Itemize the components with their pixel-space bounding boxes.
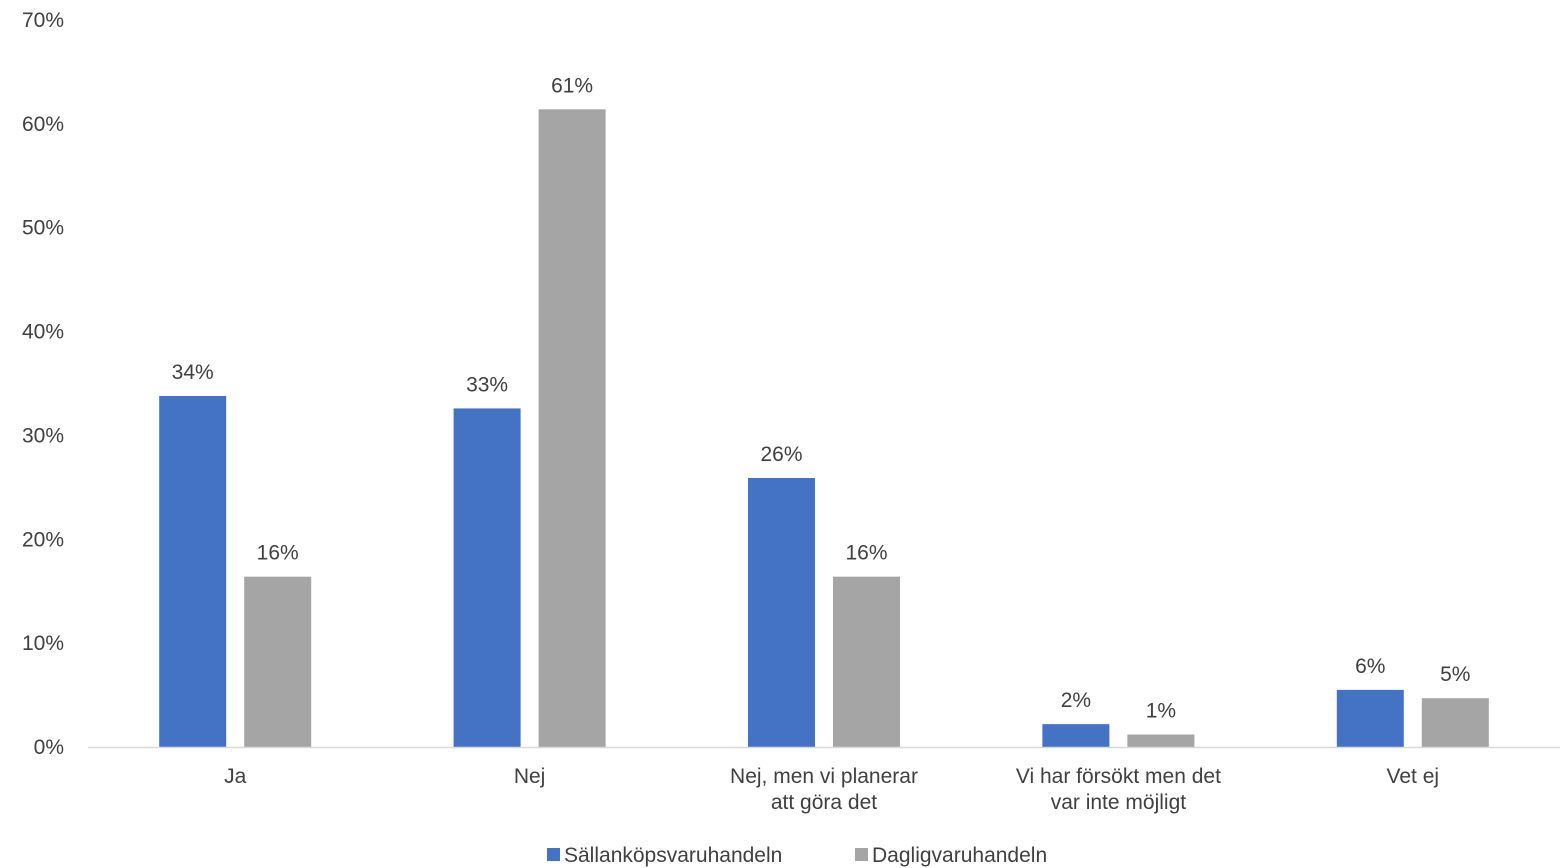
- x-category-label: var inte möjligt: [1051, 791, 1187, 814]
- bar-dagligvaru: [244, 576, 312, 747]
- y-tick-label: 50%: [22, 217, 64, 240]
- data-label: 6%: [1355, 655, 1385, 678]
- data-label: 2%: [1061, 689, 1091, 712]
- bar-dagligvaru: [1127, 734, 1195, 747]
- legend-label: Dagligvaruhandeln: [872, 844, 1047, 867]
- data-label: 16%: [845, 542, 887, 565]
- y-tick-label: 70%: [22, 9, 64, 32]
- x-category-label: Vet ej: [1387, 765, 1440, 788]
- y-tick-label: 10%: [22, 632, 64, 655]
- bar-sallankop: [453, 408, 521, 747]
- bar-dagligvaru: [1421, 698, 1489, 747]
- bar-sallankop: [1336, 689, 1404, 747]
- bar-dagligvaru: [538, 109, 606, 748]
- y-tick-label: 30%: [22, 424, 64, 447]
- data-label: 1%: [1146, 700, 1176, 723]
- data-label: 61%: [551, 74, 593, 97]
- legend-label: Sällanköpsvaruhandeln: [564, 844, 782, 867]
- x-axis-category-labels: Ja Nej Nej, men vi planerar att göra det Vi …: [224, 765, 1439, 814]
- x-category-label: Nej: [514, 765, 546, 788]
- bar-dagligvaru: [833, 576, 900, 747]
- y-axis-tick-labels: 0% 10% 20% 30% 40% 50% 60% 70%: [22, 9, 64, 759]
- data-label: 26%: [760, 443, 802, 466]
- legend-swatch: [855, 848, 868, 861]
- y-tick-label: 40%: [22, 321, 64, 344]
- data-label: 5%: [1440, 663, 1470, 686]
- bar-sallankop: [159, 395, 227, 747]
- data-labels: 34% 16% 33% 61% 26% 16% 2% 1% 6% 5%: [172, 74, 1471, 722]
- x-category-label: Nej, men vi planerar: [730, 765, 918, 788]
- y-tick-label: 0%: [34, 736, 64, 759]
- legend: Sällanköpsvaruhandeln Dagligvaruhandeln: [547, 844, 1047, 867]
- legend-swatch: [547, 848, 560, 861]
- x-category-label: att göra det: [771, 791, 877, 814]
- data-label: 34%: [172, 361, 214, 384]
- data-label: 33%: [466, 373, 508, 396]
- x-category-label: Vi har försökt men det: [1016, 765, 1221, 788]
- y-tick-label: 20%: [22, 528, 64, 551]
- bar-sallankop: [1042, 724, 1110, 747]
- data-label: 16%: [257, 542, 299, 565]
- x-category-label: Ja: [224, 765, 247, 788]
- bar-sallankop: [748, 478, 815, 747]
- y-tick-label: 60%: [22, 113, 64, 136]
- bars: [159, 109, 1489, 748]
